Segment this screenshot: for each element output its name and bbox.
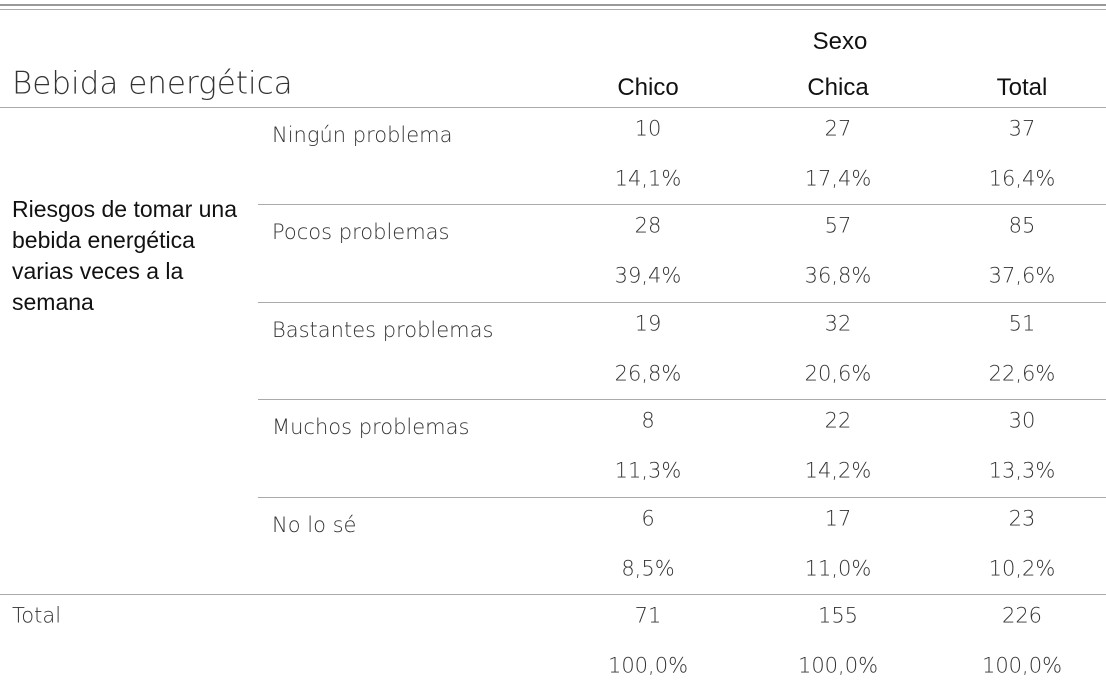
total-rule (0, 594, 1106, 595)
row-group-label: Riesgos de tomar una bebida energética v… (12, 196, 238, 315)
percent-cell: 36,8% (804, 263, 872, 288)
count-cell: 27 (824, 116, 852, 141)
percent-cell: 17,4% (804, 166, 872, 191)
percent-cell: 13,3% (988, 458, 1056, 483)
column-header: Chica (807, 74, 869, 101)
count-cell: 32 (824, 311, 852, 336)
count-cell: 155 (817, 603, 859, 628)
top-rule (0, 9, 1106, 10)
percent-cell: 8,5% (621, 556, 675, 581)
percent-cell: 20,6% (804, 361, 872, 386)
count-cell: 19 (634, 311, 662, 336)
percent-cell: 100,0% (981, 653, 1063, 678)
count-cell: 23 (1008, 506, 1036, 531)
count-cell: 226 (1001, 603, 1043, 628)
row-rule (258, 204, 1106, 206)
count-cell: 51 (1008, 311, 1036, 336)
count-cell: 37 (1008, 116, 1036, 141)
percent-cell: 26,8% (614, 361, 682, 386)
count-cell: 57 (824, 213, 852, 238)
row-label: Bastantes problemas (272, 317, 494, 342)
count-cell: 17 (824, 506, 852, 531)
row-rule (258, 399, 1106, 401)
count-cell: 71 (634, 603, 662, 628)
percent-cell: 14,1% (614, 166, 682, 191)
group-header: Sexo (812, 28, 868, 55)
count-cell: 28 (634, 213, 662, 238)
percent-cell: 22,6% (988, 361, 1056, 386)
count-cell: 8 (641, 408, 655, 433)
header-rule (0, 107, 1106, 108)
percent-cell: 11,3% (614, 458, 682, 483)
percent-cell: 14,2% (804, 458, 872, 483)
count-cell: 85 (1008, 213, 1036, 238)
row-rule (258, 496, 1106, 498)
top-rule (0, 4, 1106, 6)
row-label: Pocos problemas (272, 220, 450, 245)
row-label: No lo sé (272, 512, 357, 537)
count-cell: 22 (824, 408, 852, 433)
table-title: Bebida energética (12, 65, 293, 102)
percent-cell: 10,2% (988, 556, 1056, 581)
percent-cell: 100,0% (797, 653, 879, 678)
percent-cell: 39,4% (614, 263, 682, 288)
count-cell: 30 (1008, 408, 1036, 433)
percent-cell: 100,0% (607, 653, 689, 678)
percent-cell: 11,0% (804, 556, 872, 581)
column-header: Chico (617, 74, 679, 101)
percent-cell: 37,6% (988, 263, 1056, 288)
count-cell: 10 (634, 116, 662, 141)
row-label: Ningún problema (272, 123, 453, 147)
row-rule (258, 301, 1106, 303)
percent-cell: 16,4% (988, 166, 1056, 191)
total-label: Total (12, 603, 62, 628)
count-cell: 6 (641, 506, 655, 531)
column-header: Total (996, 74, 1048, 101)
row-label: Muchos problemas (272, 415, 470, 440)
